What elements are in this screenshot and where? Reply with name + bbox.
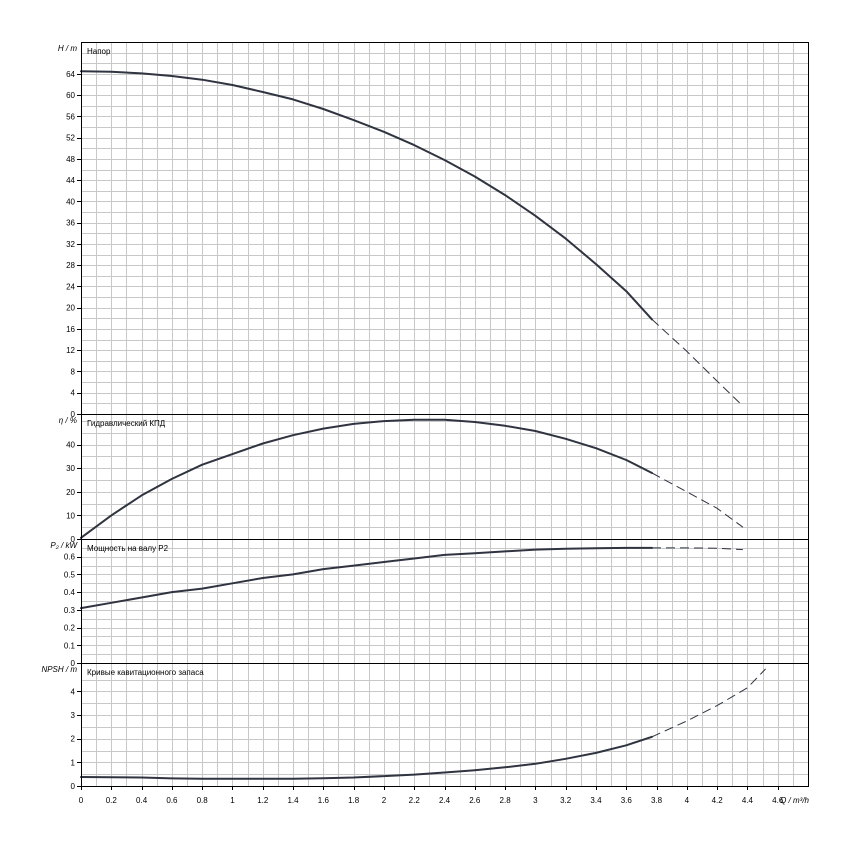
x-axis-label: Q / m³/h	[780, 796, 809, 805]
x-tick-label: 1.6	[318, 796, 330, 805]
y-tick-label: 24	[66, 282, 75, 291]
x-tick-label: 4.2	[712, 796, 724, 805]
y-tick-label: 0.6	[64, 553, 76, 562]
x-tick-label: 2.6	[469, 796, 481, 805]
y-tick-label: 0	[71, 659, 76, 668]
y-tick-label: 4	[71, 687, 76, 696]
x-tick-label: 0.4	[136, 796, 148, 805]
panel-title: Кривые кавитационного запаса	[87, 668, 204, 677]
x-tick-label: 1.4	[287, 796, 299, 805]
panel-title: Гидравлический КПД	[87, 419, 166, 428]
power-curve-extension	[652, 547, 743, 551]
y-axis-label: H / m	[58, 44, 77, 53]
y-tick-label: 0	[71, 410, 76, 419]
y-tick-label: 28	[66, 261, 75, 270]
y-tick-label: 20	[66, 304, 75, 313]
y-tick-label: 0.2	[64, 624, 76, 633]
y-axis-label: P₂ / kW	[50, 541, 78, 550]
y-tick-label: 36	[66, 219, 75, 228]
y-tick-label: 3	[71, 711, 76, 720]
y-axis-label: NPSH / m	[41, 665, 77, 674]
y-tick-label: 56	[66, 112, 75, 121]
y-tick-label: 60	[66, 91, 75, 100]
y-tick-label: 4	[71, 389, 76, 398]
y-tick-label: 0.1	[64, 641, 76, 650]
y-tick-label: 16	[66, 325, 75, 334]
x-tick-label: 0.6	[166, 796, 178, 805]
y-tick-label: 1	[71, 758, 76, 767]
x-tick-label: 2.8	[500, 796, 512, 805]
y-tick-label: 0.5	[64, 570, 76, 579]
y-tick-label: 0.3	[64, 606, 76, 615]
y-axis-label: η / %	[59, 416, 77, 425]
x-tick-label: 3	[533, 796, 538, 805]
npsh-curve	[80, 735, 653, 780]
x-tick-label: 4	[685, 796, 690, 805]
x-tick-label: 3.4	[590, 796, 602, 805]
x-tick-label: 1.8	[348, 796, 360, 805]
x-tick-label: 2.2	[409, 796, 421, 805]
y-tick-label: 52	[66, 134, 75, 143]
efficiency-curve-extension	[651, 472, 744, 528]
panel-title: Напор	[87, 47, 111, 56]
x-tick-label: 2	[382, 796, 387, 805]
x-tick-label: 2.4	[439, 796, 451, 805]
y-tick-label: 2	[71, 735, 76, 744]
x-tick-label: 1.2	[257, 796, 269, 805]
y-tick-label: 44	[66, 176, 75, 185]
x-tick-label: 1	[230, 796, 235, 805]
x-tick-label: 3.6	[621, 796, 633, 805]
power-curve	[80, 546, 653, 610]
y-tick-label: 12	[66, 346, 75, 355]
x-tick-label: 0.8	[197, 796, 209, 805]
x-tick-label: 3.2	[560, 796, 572, 805]
y-tick-label: 40	[66, 441, 75, 450]
x-tick-label: 0.2	[106, 796, 118, 805]
y-tick-label: 40	[66, 197, 75, 206]
y-tick-label: 64	[66, 70, 75, 79]
npsh-curve-extension	[651, 668, 766, 738]
efficiency-curve	[80, 418, 653, 539]
y-tick-label: 48	[66, 155, 75, 164]
y-tick-label: 32	[66, 240, 75, 249]
y-tick-label: 8	[71, 367, 76, 376]
panel-title: Мощность на валу P2	[87, 544, 169, 553]
y-tick-label: 0	[71, 782, 76, 791]
head-curve	[80, 70, 653, 321]
y-tick-label: 0	[71, 535, 76, 544]
y-tick-label: 0.4	[64, 588, 76, 597]
x-tick-label: 4.6	[772, 796, 784, 805]
x-tick-label: 4.4	[742, 796, 754, 805]
y-tick-label: 10	[66, 511, 75, 520]
x-tick-label: 3.8	[651, 796, 663, 805]
y-tick-label: 20	[66, 488, 75, 497]
x-tick-label: 0	[79, 796, 84, 805]
y-tick-label: 30	[66, 464, 75, 473]
